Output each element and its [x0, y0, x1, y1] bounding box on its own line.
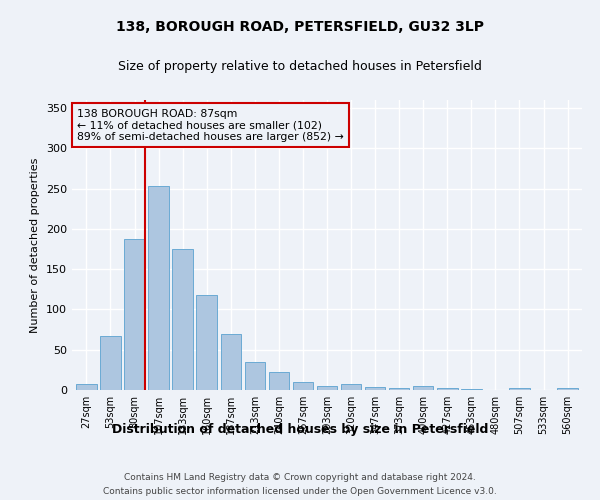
Bar — [269, 372, 289, 390]
Bar — [76, 384, 97, 390]
Bar — [293, 382, 313, 390]
Text: Contains HM Land Registry data © Crown copyright and database right 2024.: Contains HM Land Registry data © Crown c… — [124, 472, 476, 482]
Bar — [413, 386, 433, 390]
Bar — [148, 186, 169, 390]
Text: 138 BOROUGH ROAD: 87sqm
← 11% of detached houses are smaller (102)
89% of semi-d: 138 BOROUGH ROAD: 87sqm ← 11% of detache… — [77, 108, 344, 142]
Text: Distribution of detached houses by size in Petersfield: Distribution of detached houses by size … — [112, 422, 488, 436]
Bar — [437, 388, 458, 390]
Bar — [124, 240, 145, 390]
Bar — [557, 388, 578, 390]
Bar — [461, 389, 482, 390]
Bar — [317, 386, 337, 390]
Text: Contains public sector information licensed under the Open Government Licence v3: Contains public sector information licen… — [103, 488, 497, 496]
Text: Size of property relative to detached houses in Petersfield: Size of property relative to detached ho… — [118, 60, 482, 73]
Bar — [100, 336, 121, 390]
Bar — [221, 334, 241, 390]
Bar — [341, 384, 361, 390]
Bar — [365, 387, 385, 390]
Y-axis label: Number of detached properties: Number of detached properties — [31, 158, 40, 332]
Bar — [196, 295, 217, 390]
Bar — [509, 388, 530, 390]
Bar — [172, 249, 193, 390]
Bar — [389, 388, 409, 390]
Bar — [245, 362, 265, 390]
Text: 138, BOROUGH ROAD, PETERSFIELD, GU32 3LP: 138, BOROUGH ROAD, PETERSFIELD, GU32 3LP — [116, 20, 484, 34]
